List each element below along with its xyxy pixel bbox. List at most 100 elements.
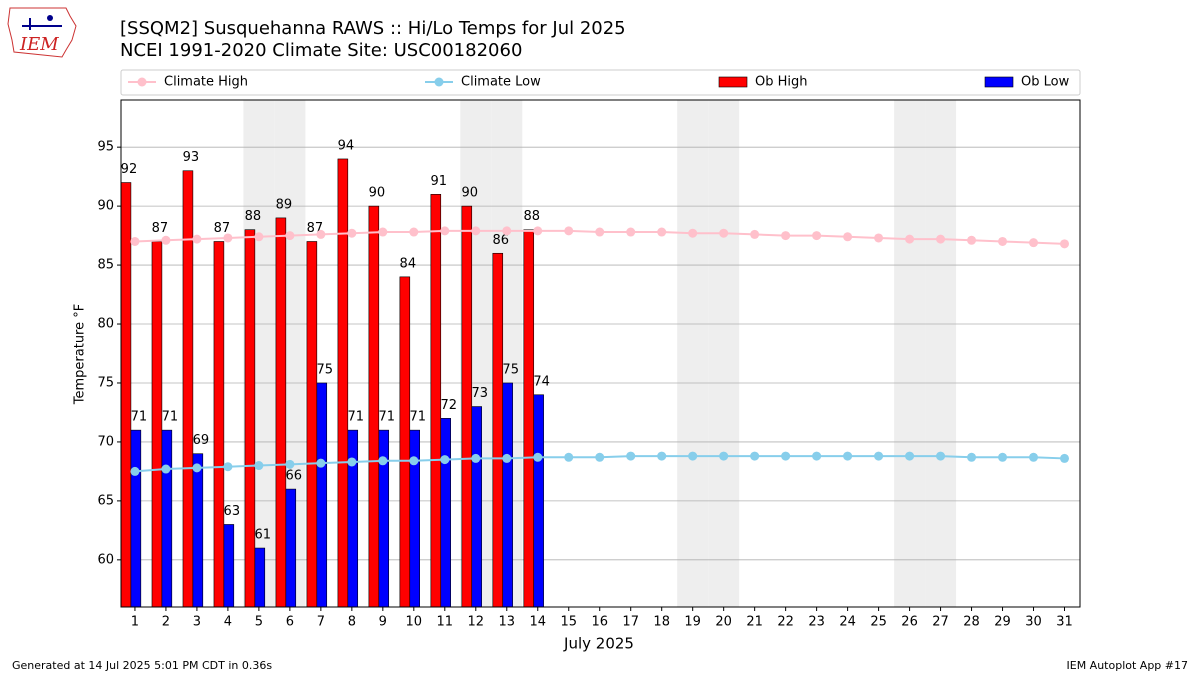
line-marker [843,451,853,461]
x-tick-label: 24 [839,615,856,630]
legend-label: Climate High [164,75,248,90]
x-tick-label: 5 [255,615,263,630]
x-tick-label: 18 [653,615,670,630]
x-tick-label: 16 [591,615,608,630]
y-tick-label: 65 [97,493,114,508]
x-tick-label: 31 [1056,615,1073,630]
bar [254,547,266,608]
line-marker [967,235,977,245]
x-tick-label: 17 [622,615,639,630]
bar-label: 71 [131,410,148,425]
y-tick-label: 60 [97,552,114,567]
bar-label: 90 [462,186,479,201]
footer-left: Generated at 14 Jul 2025 5:01 PM CDT in … [12,659,272,672]
x-axis-label: July 2025 [563,635,634,653]
bar-label: 86 [493,233,510,248]
bar-label: 71 [378,410,395,425]
line-marker [223,233,233,243]
line-marker [719,228,729,238]
logo-text: IEM [19,34,59,55]
line-marker [998,236,1008,246]
line-marker [719,451,729,461]
line-marker [223,462,233,472]
line-marker [1060,453,1070,463]
x-tick-label: 25 [870,615,887,630]
x-tick-label: 12 [468,615,485,630]
line-marker [781,231,791,241]
line-marker [905,234,915,244]
bar-label: 74 [533,374,550,389]
line-marker [409,227,419,237]
legend-box [120,69,1081,96]
line-marker [533,452,543,462]
x-tick-label: 20 [715,615,732,630]
line-marker [161,464,171,474]
line-marker [409,456,419,466]
plot-frame [120,99,1081,608]
x-tick-label: 23 [808,615,825,630]
bar [471,406,482,608]
bar-label: 71 [347,410,364,425]
line-marker [1029,452,1039,462]
bar-label: 66 [286,469,303,484]
x-tick-label: 6 [286,615,294,630]
bar-label: 89 [276,197,293,212]
bar [244,229,256,608]
bar [430,194,442,608]
bar-label: 88 [523,209,540,224]
bar [399,276,411,608]
x-tick-label: 21 [746,615,763,630]
weekend-shade [677,100,709,607]
line-marker [781,451,791,461]
line-marker [347,228,357,238]
line-marker [347,457,357,467]
line-marker [657,227,667,237]
bar [151,241,163,608]
line-marker [502,453,512,463]
line-marker [626,227,636,237]
bar [130,429,142,608]
x-tick-label: 11 [437,615,454,630]
line-marker [564,226,574,236]
bar [285,488,297,608]
chart-title: [SSQM2] Susquehanna RAWS :: Hi/Lo Temps … [120,18,626,39]
bar-label: 61 [255,528,272,543]
bar [161,429,173,608]
x-tick-label: 1 [131,615,139,630]
x-tick-label: 30 [1025,615,1042,630]
bar-label: 92 [121,162,138,177]
bar [120,182,132,608]
y-axis-label: Temperature °F [73,304,88,405]
line-marker [471,226,481,236]
line-marker [750,451,760,461]
bar [461,205,473,608]
line-marker [905,451,915,461]
line-marker [936,451,946,461]
line-marker [998,452,1008,462]
bar-label: 71 [409,410,426,425]
line-marker [161,235,171,245]
bar-label: 75 [502,362,519,377]
logo: IEM [7,7,77,58]
legend-label: Ob Low [1021,75,1070,90]
x-tick-label: 26 [901,615,918,630]
legend-marker [137,77,147,87]
line-marker [626,451,636,461]
y-tick-label: 95 [97,140,114,155]
line-marker [471,453,481,463]
y-tick-label: 90 [97,199,114,214]
x-tick-label: 8 [348,615,356,630]
line-marker [192,463,202,473]
line-marker [285,231,295,241]
bar [306,241,318,608]
x-tick-label: 15 [560,615,577,630]
line-marker [130,236,140,246]
bar-label: 84 [400,256,417,271]
bar-label: 87 [214,221,231,236]
bar [368,205,380,608]
line-marker [750,229,760,239]
line-marker [316,229,326,239]
bar [337,158,349,608]
bar [347,429,359,608]
